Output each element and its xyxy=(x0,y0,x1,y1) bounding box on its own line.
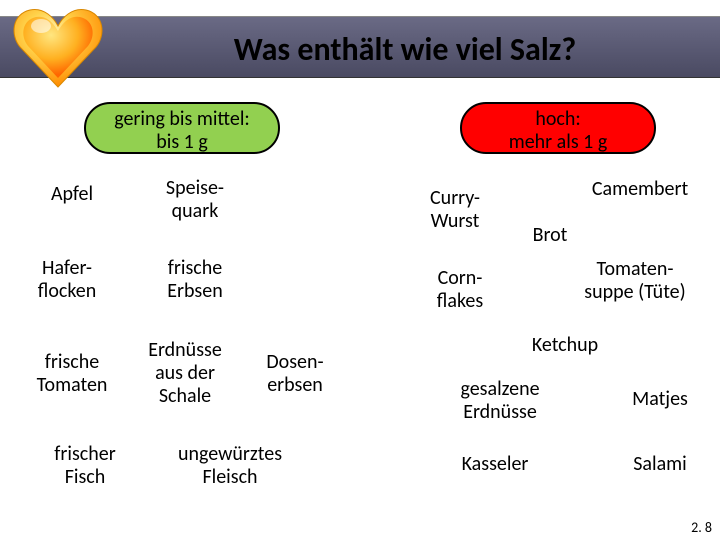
page-title: Was enthält wie viel Salz? xyxy=(0,30,720,69)
item-kasseler: Kasseler xyxy=(440,453,550,476)
pill-high-salt: hoch:mehr als 1 g xyxy=(460,102,656,154)
item-brot: Brot xyxy=(520,224,580,247)
pill-low-salt: gering bis mittel:bis 1 g xyxy=(84,102,280,154)
item-haferflocken: Hafer-flocken xyxy=(22,257,112,303)
item-ungewuerztes-fleisch: ungewürztesFleisch xyxy=(155,443,305,489)
slide-number: 2. 8 xyxy=(691,519,712,536)
item-frische-erbsen: frischeErbsen xyxy=(150,257,240,303)
item-frischer-fisch: frischerFisch xyxy=(35,443,135,489)
item-frische-tomaten: frischeTomaten xyxy=(22,351,122,397)
item-tomatensuppe: Tomaten-suppe (Tüte) xyxy=(560,258,710,304)
item-salami: Salami xyxy=(615,453,705,476)
item-cornflakes: Corn-flakes xyxy=(420,267,500,313)
item-dosenerbsen: Dosen-erbsen xyxy=(250,351,340,397)
item-camembert: Camembert xyxy=(575,178,705,201)
item-speisequark: Speise-quark xyxy=(150,177,240,223)
item-erdnuesse-schale: Erdnüsseaus derSchale xyxy=(130,339,240,408)
item-gesalzene-erdnuesse: gesalzeneErdnüsse xyxy=(440,378,560,424)
item-matjes: Matjes xyxy=(615,388,705,411)
heart-icon xyxy=(8,2,108,92)
item-ketchup: Ketchup xyxy=(515,334,615,357)
item-curry-wurst: Curry-Wurst xyxy=(415,187,495,233)
item-apfel: Apfel xyxy=(32,183,112,206)
